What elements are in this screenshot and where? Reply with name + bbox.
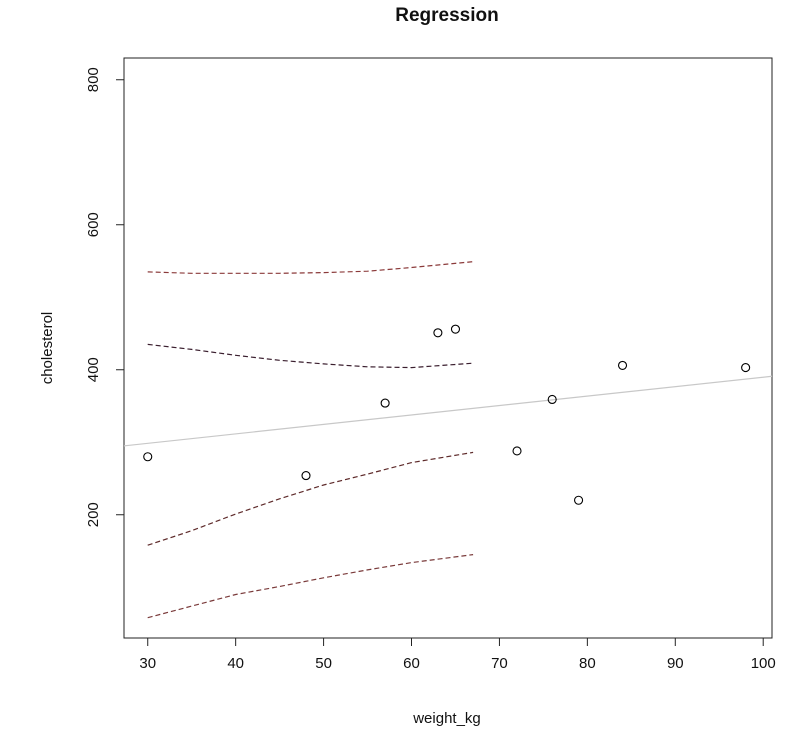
data-point	[301, 471, 311, 481]
y-axis: 200 400 600 800	[85, 67, 124, 527]
band-prediction-lower	[147, 554, 474, 619]
band-confidence-lower	[147, 451, 474, 546]
y-tick-label: 600	[85, 212, 102, 237]
data-point	[547, 394, 557, 405]
x-tick-label: 60	[403, 655, 420, 672]
y-tick-label: 200	[85, 502, 102, 527]
data-point	[380, 398, 390, 408]
x-tick-label: 80	[579, 655, 596, 672]
x-tick-label: 50	[315, 655, 332, 672]
data-point	[574, 495, 584, 505]
plot-frame	[123, 57, 773, 639]
y-tick-label: 800	[85, 67, 102, 92]
plot-area	[123, 261, 773, 619]
x-tick-label: 70	[491, 655, 508, 672]
data-point	[450, 324, 461, 334]
data-point	[512, 446, 522, 456]
band-confidence-upper	[147, 343, 474, 369]
data-point	[433, 328, 443, 338]
x-tick-label: 40	[227, 655, 244, 672]
y-axis-label: cholesterol	[39, 312, 56, 385]
data-point	[617, 360, 628, 370]
data-point	[143, 452, 153, 462]
regression-line	[123, 375, 773, 447]
band-prediction-upper	[147, 261, 474, 274]
x-tick-label: 90	[667, 655, 684, 672]
data-point	[741, 363, 751, 373]
x-tick-label: 100	[751, 655, 776, 672]
y-tick-label: 400	[85, 357, 102, 382]
x-axis-label: weight_kg	[412, 710, 481, 727]
x-axis: 30 40 50 60 70 80 90 100	[139, 638, 776, 672]
chart-title: Regression	[395, 5, 498, 26]
x-tick-label: 30	[139, 655, 156, 672]
